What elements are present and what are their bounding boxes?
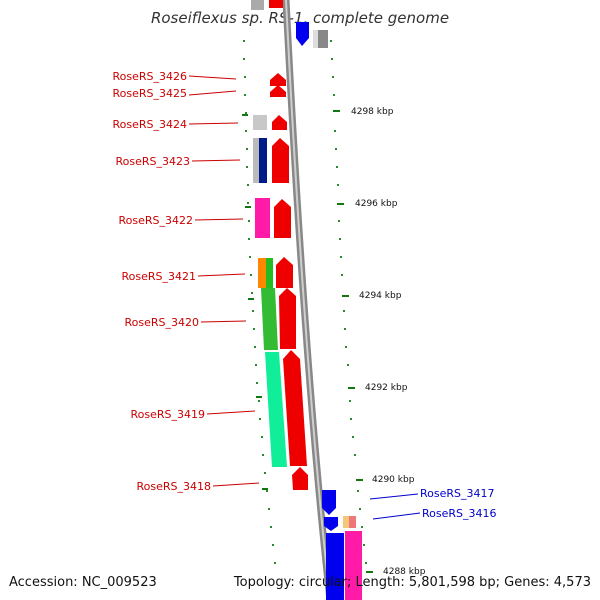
label-roseRS-3425[interactable]: RoseRS_3425 bbox=[113, 87, 188, 100]
label-roseRS-3424[interactable]: RoseRS_3424 bbox=[113, 118, 188, 131]
gene-box-3421-green bbox=[266, 258, 273, 288]
map-title: Roseiflexus sp. RS-1, complete genome bbox=[150, 9, 450, 27]
label-roseRS-3421[interactable]: RoseRS_3421 bbox=[122, 270, 197, 283]
tick-label-4290: 4290 kbp bbox=[372, 475, 415, 485]
major-ticks bbox=[333, 110, 373, 573]
left-ticks bbox=[242, 114, 268, 490]
gene-box-top-gray bbox=[251, 0, 264, 10]
gene-red-3418 bbox=[292, 467, 308, 490]
gene-box-3421-orange bbox=[258, 258, 266, 288]
gene-box-top-gray-right-hl bbox=[313, 30, 318, 48]
label-roseRS-3420[interactable]: RoseRS_3420 bbox=[125, 316, 200, 329]
label-roseRS-3423[interactable]: RoseRS_3423 bbox=[116, 155, 191, 168]
gene-box-3422 bbox=[255, 198, 270, 238]
accession-text: Accession: NC_009523 bbox=[9, 575, 157, 590]
left-dotted-guide bbox=[243, 40, 276, 564]
gene-red-3420 bbox=[279, 288, 296, 349]
gene-arrow-3416 bbox=[324, 517, 338, 531]
tick-label-4292: 4292 kbp bbox=[365, 383, 408, 393]
gene-box-3423-navy bbox=[259, 138, 267, 183]
label-roseRS-3417[interactable]: RoseRS_3417 bbox=[420, 487, 495, 500]
right-label-connectors bbox=[369, 493, 421, 520]
label-roseRS-3426[interactable]: RoseRS_3426 bbox=[113, 70, 188, 83]
gene-red-3421 bbox=[276, 257, 293, 288]
genome-axis-highlight bbox=[285, 0, 331, 600]
gene-box-3420 bbox=[261, 288, 278, 350]
tick-label-4294: 4294 kbp bbox=[359, 291, 402, 301]
gene-red-3423 bbox=[272, 138, 289, 183]
label-roseRS-3418[interactable]: RoseRS_3418 bbox=[137, 480, 212, 493]
right-dotted-guide bbox=[330, 40, 367, 564]
gene-box-bottom-pink bbox=[345, 531, 362, 600]
gene-red-3422 bbox=[274, 199, 291, 238]
tick-label-4288: 4288 kbp bbox=[383, 567, 426, 577]
gene-red-3419 bbox=[283, 350, 307, 466]
label-roseRS-3416[interactable]: RoseRS_3416 bbox=[422, 507, 497, 520]
gene-red-3426 bbox=[270, 73, 286, 86]
left-label-connectors bbox=[188, 75, 260, 487]
tick-label-4298: 4298 kbp bbox=[351, 107, 394, 117]
gene-box-top-red bbox=[269, 0, 283, 8]
label-roseRS-3419[interactable]: RoseRS_3419 bbox=[131, 408, 206, 421]
gene-red-3425 bbox=[270, 85, 286, 97]
gene-box-3416-pink bbox=[349, 516, 356, 528]
gene-red-3424 bbox=[272, 115, 287, 130]
topology-text: Topology: circular; Length: 5,801,598 bp… bbox=[233, 575, 591, 590]
gene-arrow-top-blue bbox=[296, 22, 309, 46]
gene-arrow-3417 bbox=[322, 490, 336, 515]
gene-box-bottom-blue bbox=[326, 533, 344, 600]
tick-label-4296: 4296 kbp bbox=[355, 199, 398, 209]
label-roseRS-3422[interactable]: RoseRS_3422 bbox=[119, 214, 194, 227]
gene-box-3419 bbox=[265, 352, 287, 467]
gene-box-3423-gray bbox=[253, 138, 259, 183]
gene-box-3424 bbox=[253, 115, 267, 130]
